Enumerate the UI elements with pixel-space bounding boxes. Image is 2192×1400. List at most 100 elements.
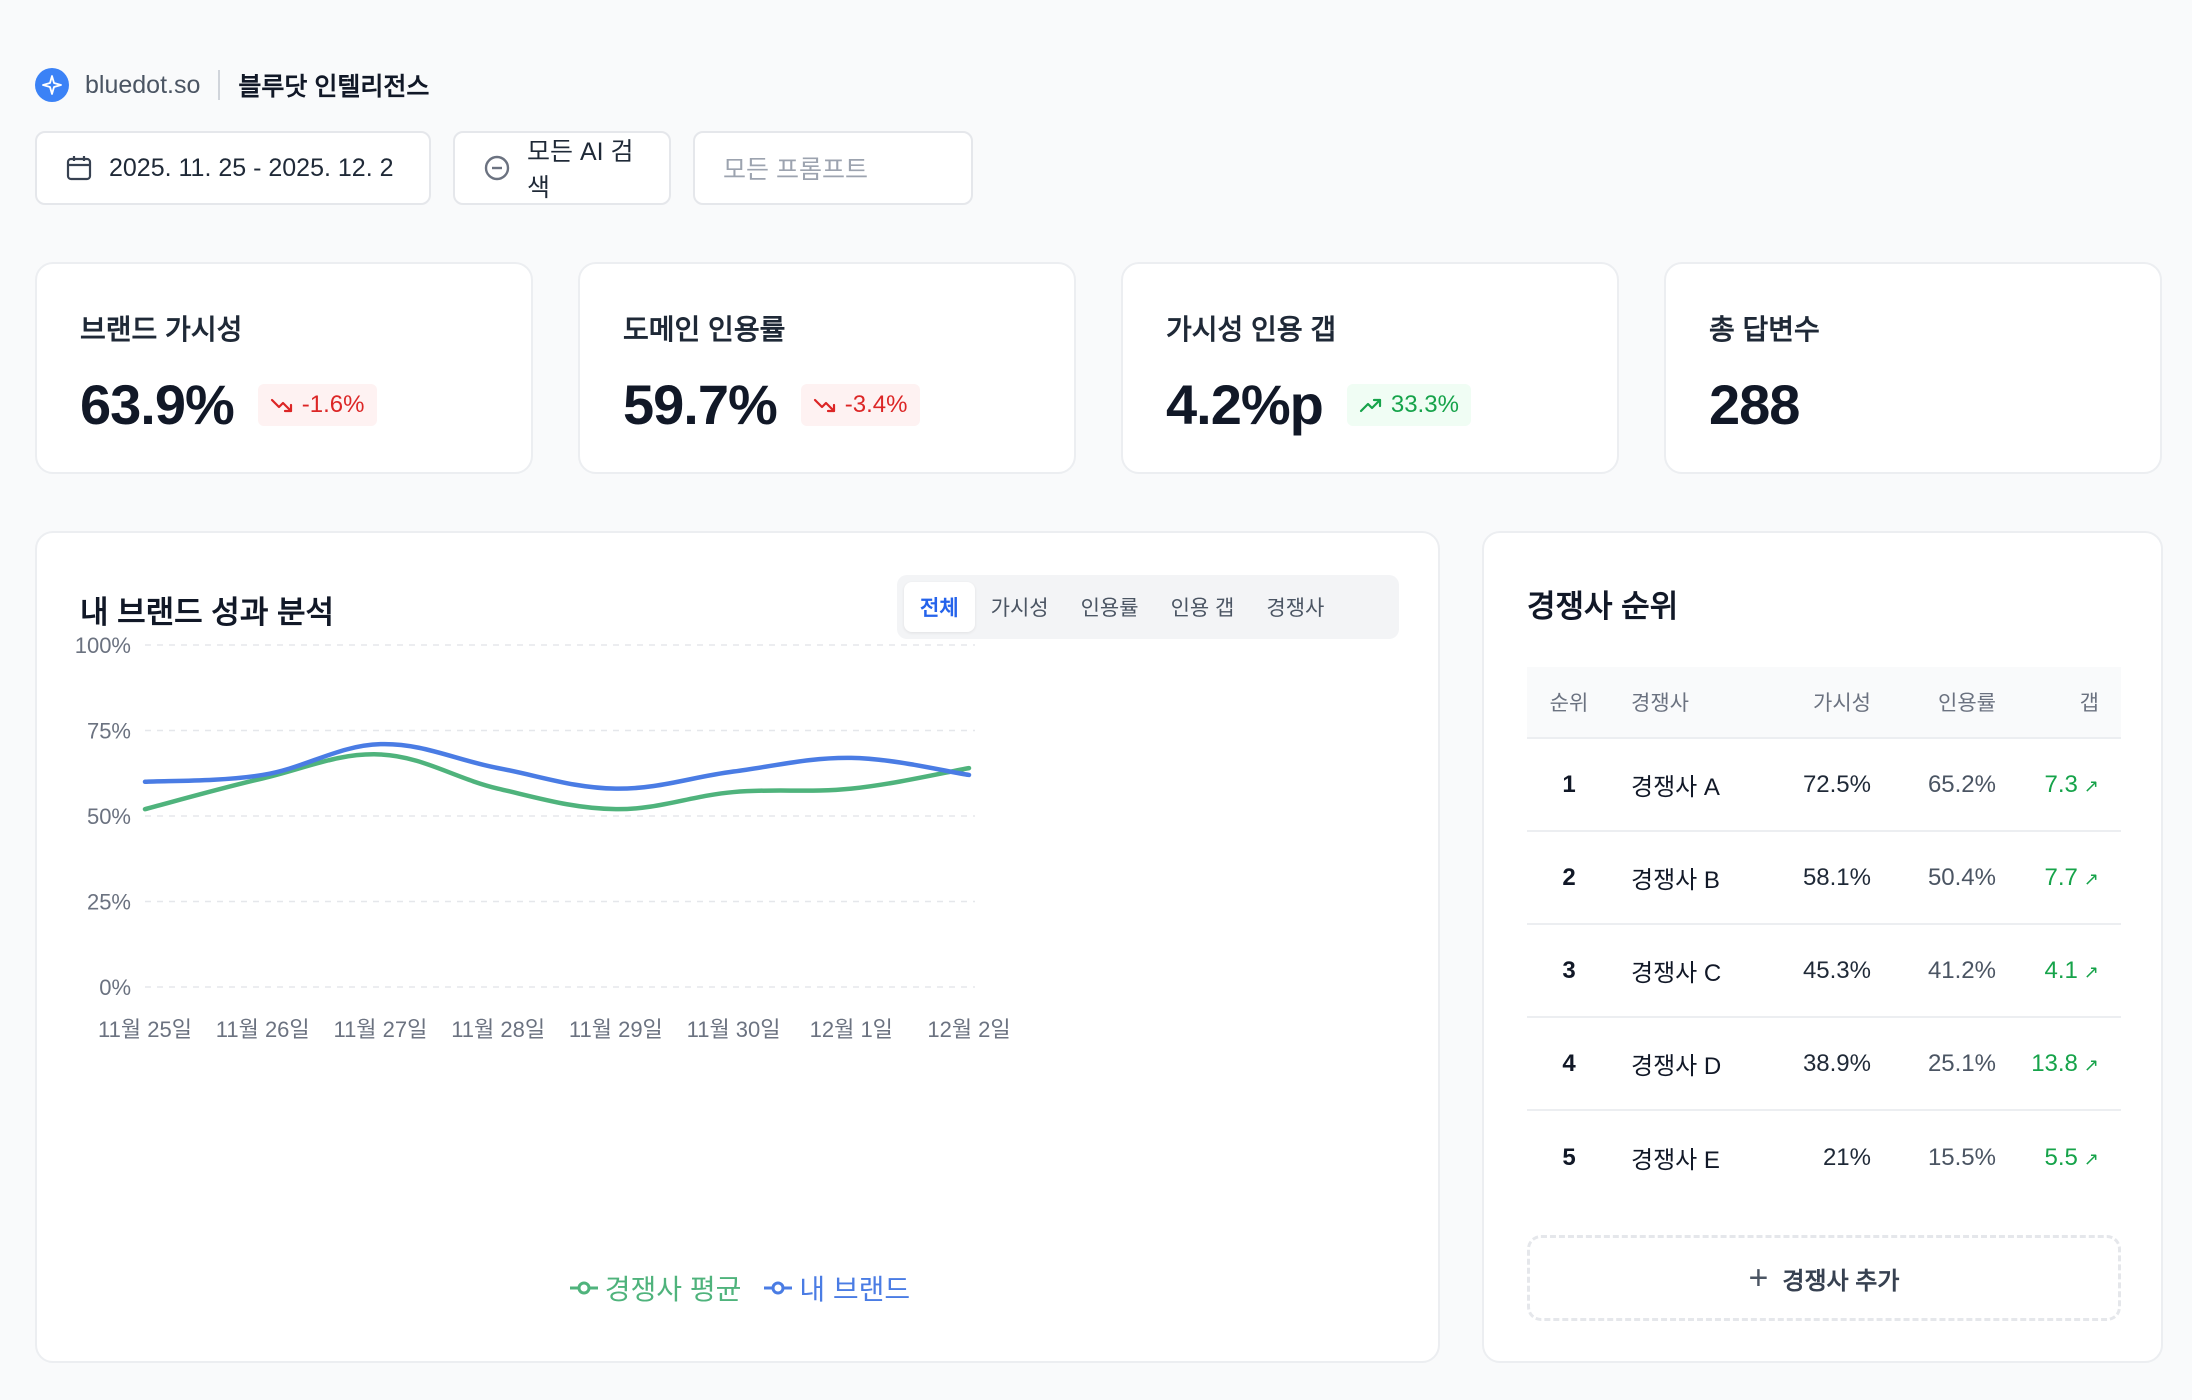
delta-value: 33.3%	[1390, 390, 1459, 418]
brand-domain[interactable]: bluedot.so	[85, 70, 201, 99]
kpi-card-total-answers: 총 답변수 288	[1664, 262, 2162, 474]
delta-value: -3.4%	[844, 390, 908, 418]
brand-header: bluedot.so 블루닷 인텔리전스	[35, 67, 429, 103]
kpi-card-brand-visibility: 브랜드 가시성 63.9% -1.6%	[35, 262, 533, 474]
citation-cell: 65.2%	[1927, 770, 1996, 798]
col-citation[interactable]: 인용률	[1938, 692, 1996, 715]
delta-value: -1.6%	[301, 390, 365, 418]
x-tick-label: 11월 29일	[569, 1017, 663, 1042]
y-tick-label: 50%	[87, 804, 131, 829]
trending-down-icon	[813, 398, 835, 412]
gap-cell: 13.8 ↗	[1996, 1050, 2121, 1078]
tab-citation-gap[interactable]: 인용 갭	[1170, 597, 1235, 620]
legend-label: 내 브랜드	[799, 1274, 911, 1305]
legend-line-marker-icon	[764, 1281, 793, 1295]
col-rank[interactable]: 순위	[1549, 692, 1589, 715]
gap-cell: 5.5 ↗	[1996, 1144, 2121, 1172]
legend-item-my-brand[interactable]: 내 브랜드	[763, 1268, 910, 1308]
citation-cell: 41.2%	[1927, 956, 1996, 984]
table-row[interactable]: 5 경쟁사 E 21% 15.5% 5.5 ↗	[1527, 1111, 2121, 1204]
table-row[interactable]: 4 경쟁사 D 38.9% 25.1% 13.8 ↗	[1527, 1018, 2121, 1111]
minus-circle-icon	[483, 154, 511, 182]
arrow-up-right-icon: ↗	[2083, 1054, 2099, 1075]
x-tick-label: 11월 26일	[216, 1017, 310, 1042]
visibility-cell: 38.9%	[1802, 1049, 1871, 1077]
kpi-label: 가시성 인용 갭	[1166, 314, 1337, 345]
citation-cell: 50.4%	[1927, 863, 1996, 891]
kpi-card-domain-citation: 도메인 인용률 59.7% -3.4%	[578, 262, 1076, 474]
kpi-value: 288	[1709, 373, 1800, 436]
arrow-up-right-icon: ↗	[2083, 868, 2099, 889]
table-row[interactable]: 2 경쟁사 B 58.1% 50.4% 7.7 ↗	[1527, 832, 2121, 925]
filter-bar: 2025. 11. 25 - 2025. 12. 2 모든 AI 검색 모든 프…	[35, 131, 973, 205]
legend-item-competitor-avg[interactable]: 경쟁사 평균	[569, 1268, 742, 1308]
kpi-label: 브랜드 가시성	[80, 314, 243, 345]
gap-value: 5.5	[2044, 1143, 2078, 1171]
competitor-name-cell: 경쟁사 C	[1631, 960, 1722, 987]
divider	[218, 70, 221, 100]
kpi-card-visibility-citation-gap: 가시성 인용 갭 4.2%p 33.3%	[1121, 262, 1619, 474]
tab-citation[interactable]: 인용률	[1080, 597, 1139, 620]
product-name: 블루닷 인텔리전스	[238, 73, 430, 101]
kpi-value: 4.2%p	[1166, 373, 1324, 436]
gap-value: 7.3	[2044, 770, 2078, 798]
visibility-cell: 45.3%	[1802, 956, 1871, 984]
ai-search-label: 모든 AI 검색	[527, 138, 634, 202]
date-range-picker[interactable]: 2025. 11. 25 - 2025. 12. 2	[35, 131, 431, 205]
gap-cell: 7.7 ↗	[1996, 864, 2121, 892]
prompt-filter[interactable]: 모든 프롬프트	[693, 131, 973, 205]
series-line-1	[142, 741, 972, 791]
competitor-name-cell: 경쟁사 B	[1631, 867, 1720, 894]
table-header: 순위 경쟁사 가시성 인용률 갭	[1527, 667, 2121, 739]
trending-up-icon	[1359, 398, 1381, 412]
arrow-up-right-icon: ↗	[2083, 961, 2099, 982]
tab-all[interactable]: 전체	[904, 582, 975, 632]
visibility-cell: 21%	[1822, 1143, 1871, 1171]
gap-value: 13.8	[2031, 1049, 2078, 1077]
legend-line-marker-icon	[569, 1281, 598, 1295]
panel-title: 내 브랜드 성과 분석	[80, 595, 334, 630]
kpi-value: 63.9%	[80, 373, 235, 436]
col-gap[interactable]: 갭	[2079, 692, 2099, 715]
y-tick-label: 75%	[87, 719, 131, 744]
panel-title: 경쟁사 순위	[1527, 589, 1679, 624]
x-tick-label: 11월 25일	[98, 1017, 192, 1042]
kpi-label: 총 답변수	[1709, 314, 1820, 345]
col-visibility[interactable]: 가시성	[1813, 692, 1871, 715]
y-tick-label: 100%	[75, 633, 131, 658]
rank-cell: 3	[1562, 956, 1576, 984]
delta-badge: -1.6%	[257, 383, 377, 426]
gap-value: 4.1	[2044, 956, 2078, 984]
tab-competitors[interactable]: 경쟁사	[1266, 597, 1325, 620]
col-name[interactable]: 경쟁사	[1631, 692, 1689, 715]
rank-cell: 4	[1562, 1049, 1576, 1077]
citation-cell: 25.1%	[1927, 1049, 1996, 1077]
date-range-label: 2025. 11. 25 - 2025. 12. 2	[109, 153, 394, 182]
kpi-value: 59.7%	[623, 373, 778, 436]
citation-cell: 15.5%	[1927, 1143, 1996, 1171]
gap-cell: 7.3 ↗	[1996, 771, 2121, 799]
visibility-cell: 58.1%	[1802, 863, 1871, 891]
delta-badge: -3.4%	[800, 383, 920, 426]
series-line-0	[142, 752, 972, 812]
kpi-label: 도메인 인용률	[623, 314, 786, 345]
rank-cell: 5	[1562, 1143, 1576, 1171]
competitor-name-cell: 경쟁사 E	[1631, 1147, 1720, 1174]
table-body: 1 경쟁사 A 72.5% 65.2% 7.3 ↗ 2 경쟁사 B 58.1% 50.4% 7.7 ↗…	[1527, 739, 2121, 1204]
table-row[interactable]: 3 경쟁사 C 45.3% 41.2% 4.1 ↗	[1527, 925, 2121, 1018]
y-tick-label: 25%	[87, 890, 131, 915]
legend-label: 경쟁사 평균	[604, 1274, 742, 1305]
competitor-table: 순위 경쟁사 가시성 인용률 갭 1 경쟁사 A 72.5% 65.2% 7.3 ↗ 2 경쟁…	[1527, 667, 2121, 1204]
gap-value: 7.7	[2044, 863, 2078, 891]
arrow-up-right-icon: ↗	[2083, 775, 2099, 796]
calendar-icon	[65, 154, 93, 182]
table-row[interactable]: 1 경쟁사 A 72.5% 65.2% 7.3 ↗	[1527, 739, 2121, 832]
x-tick-label: 11월 30일	[687, 1017, 781, 1042]
competitor-name-cell: 경쟁사 D	[1631, 1053, 1722, 1080]
x-tick-label: 12월 2일	[927, 1017, 1010, 1042]
tab-visibility[interactable]: 가시성	[990, 597, 1049, 620]
add-competitor-button[interactable]: + 경쟁사 추가	[1527, 1235, 2121, 1321]
brand-performance-panel: 내 브랜드 성과 분석 전체 가시성 인용률 인용 갭 경쟁사 0% 25% 50%…	[35, 531, 1440, 1363]
chart-legend: 경쟁사 평균 내 브랜드	[37, 1268, 1442, 1308]
ai-search-filter[interactable]: 모든 AI 검색	[453, 131, 671, 205]
